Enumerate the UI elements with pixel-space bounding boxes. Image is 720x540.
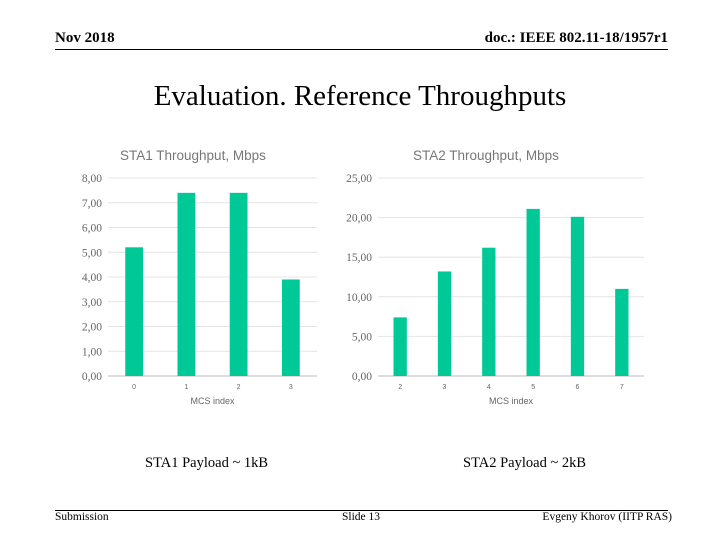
x-tick-label: 1 bbox=[184, 384, 188, 391]
slide-title: Evaluation. Reference Throughputs bbox=[153, 80, 567, 112]
x-tick-label: 0 bbox=[132, 384, 136, 391]
y-tick-label: 8,00 bbox=[82, 173, 102, 185]
bar bbox=[393, 317, 407, 376]
y-tick-label: 25,00 bbox=[346, 173, 372, 185]
x-axis-label: MCS index bbox=[489, 396, 534, 406]
footer-author: Evgeny Khorov (IITP RAS) bbox=[542, 511, 672, 523]
x-tick-label: 6 bbox=[576, 384, 580, 391]
bar bbox=[229, 192, 248, 376]
bar bbox=[482, 247, 496, 376]
y-tick-label: 5,00 bbox=[352, 331, 372, 343]
x-tick-label: 3 bbox=[289, 384, 293, 391]
bar bbox=[570, 216, 585, 376]
y-tick-label: 7,00 bbox=[82, 198, 102, 210]
header-date: Nov 2018 bbox=[55, 30, 115, 46]
bar bbox=[177, 192, 196, 376]
sta1-payload-caption: STA1 Payload ~ 1kB bbox=[145, 455, 269, 471]
x-tick-label: 3 bbox=[443, 384, 447, 391]
footer-submission: Submission bbox=[55, 511, 109, 523]
sta1-throughput-chart: STA1 Throughput, Mbps 0,00 1,00 2,00 3,00 4,0… bbox=[82, 148, 317, 406]
y-tick-label: 20,00 bbox=[346, 213, 372, 225]
x-tick-label: 4 bbox=[487, 384, 491, 391]
y-tick-label: 5,00 bbox=[82, 247, 102, 259]
y-tick-label: 1,00 bbox=[82, 346, 102, 358]
y-tick-label: 2,00 bbox=[82, 322, 102, 334]
bar bbox=[281, 279, 300, 376]
header-divider bbox=[55, 49, 668, 50]
footer-divider bbox=[55, 510, 668, 511]
bar bbox=[125, 247, 144, 376]
y-tick-label: 0,00 bbox=[352, 371, 372, 383]
bar bbox=[615, 288, 629, 376]
footer-slide-number: Slide 13 bbox=[342, 511, 381, 523]
y-tick-label: 4,00 bbox=[82, 272, 102, 284]
sta2-payload-caption: STA2 Payload ~ 2kB bbox=[463, 455, 587, 471]
x-tick-label: 7 bbox=[620, 384, 624, 391]
x-tick-label: 2 bbox=[398, 384, 402, 391]
y-tick-label: 15,00 bbox=[346, 252, 372, 264]
x-tick-label: 2 bbox=[237, 384, 241, 391]
y-tick-label: 3,00 bbox=[82, 297, 102, 309]
bar bbox=[526, 208, 540, 376]
sta2-throughput-chart: STA2 Throughput, Mbps 0,00 5,00 10,00 15,00 2… bbox=[346, 148, 644, 406]
y-tick-label: 6,00 bbox=[82, 223, 102, 235]
chart-title: STA1 Throughput, Mbps bbox=[120, 148, 266, 163]
header-doc-id: doc.: IEEE 802.11-18/1957r1 bbox=[484, 30, 668, 46]
chart-title: STA2 Throughput, Mbps bbox=[413, 148, 559, 163]
x-tick-label: 5 bbox=[531, 384, 535, 391]
y-tick-label: 0,00 bbox=[82, 371, 102, 383]
y-tick-label: 10,00 bbox=[346, 292, 372, 304]
x-axis-label: MCS index bbox=[190, 396, 235, 406]
bar bbox=[437, 271, 452, 376]
